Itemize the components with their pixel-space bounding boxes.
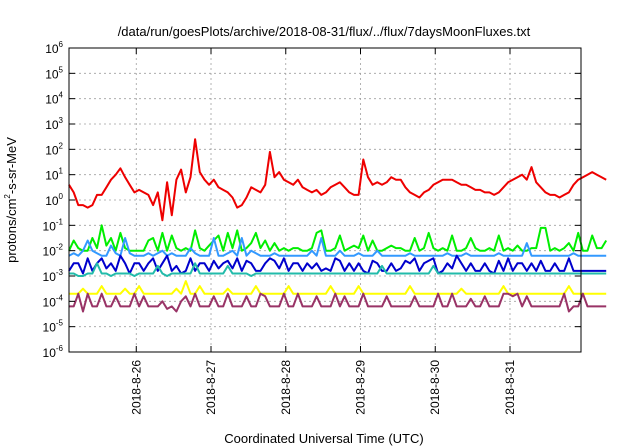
- y-tick-label: 105: [45, 65, 63, 81]
- x-axis: 2018-8-26 2018-8-27 2018-8-28 2018-8-29 2018…: [129, 48, 517, 415]
- series-line-5: [69, 262, 607, 277]
- y-tick-label: 102: [45, 141, 63, 157]
- y-tick-label: 10-3: [43, 268, 64, 284]
- x-tick-label: 2018-8-31: [503, 360, 517, 415]
- x-tick-label: 2018-8-30: [428, 360, 442, 415]
- x-tick-label: 2018-8-26: [129, 360, 143, 415]
- y-tick-label: 10-2: [43, 243, 64, 259]
- x-tick-label: 2018-8-28: [279, 360, 293, 415]
- y-tick-label: 10-6: [43, 344, 64, 360]
- y-axis-label: protons/cm2-s-sr-MeV: [3, 137, 19, 263]
- chart-title: /data/run/goesPlots/archive/2018-08-31/f…: [118, 24, 531, 39]
- y-tick-label: 10-4: [43, 293, 64, 309]
- y-tick-label: 104: [45, 91, 63, 107]
- y-tick-label: 106: [45, 40, 63, 56]
- y-tick-label: 10-5: [43, 319, 64, 335]
- series-group: [68, 138, 608, 313]
- series-line-6: [69, 280, 607, 295]
- y-axis: 10-6 10-5 10-4 10-3 10-2 10-1 100 101 102 103 104 1…: [43, 40, 581, 360]
- series-line-3: [68, 237, 607, 257]
- y-tick-label: 103: [45, 116, 63, 132]
- series-line-7: [69, 292, 607, 313]
- x-axis-label: Coordinated Universal Time (UTC): [224, 431, 423, 446]
- x-tick-label: 2018-8-29: [354, 360, 368, 415]
- y-tick-label: 100: [45, 192, 63, 208]
- series-line-4: [68, 254, 607, 275]
- series-line-1: [68, 138, 607, 222]
- x-tick-label: 2018-8-27: [204, 360, 218, 415]
- y-tick-label: 101: [45, 167, 63, 183]
- y-tick-label: 10-1: [43, 217, 64, 233]
- series-line-2: [68, 224, 608, 252]
